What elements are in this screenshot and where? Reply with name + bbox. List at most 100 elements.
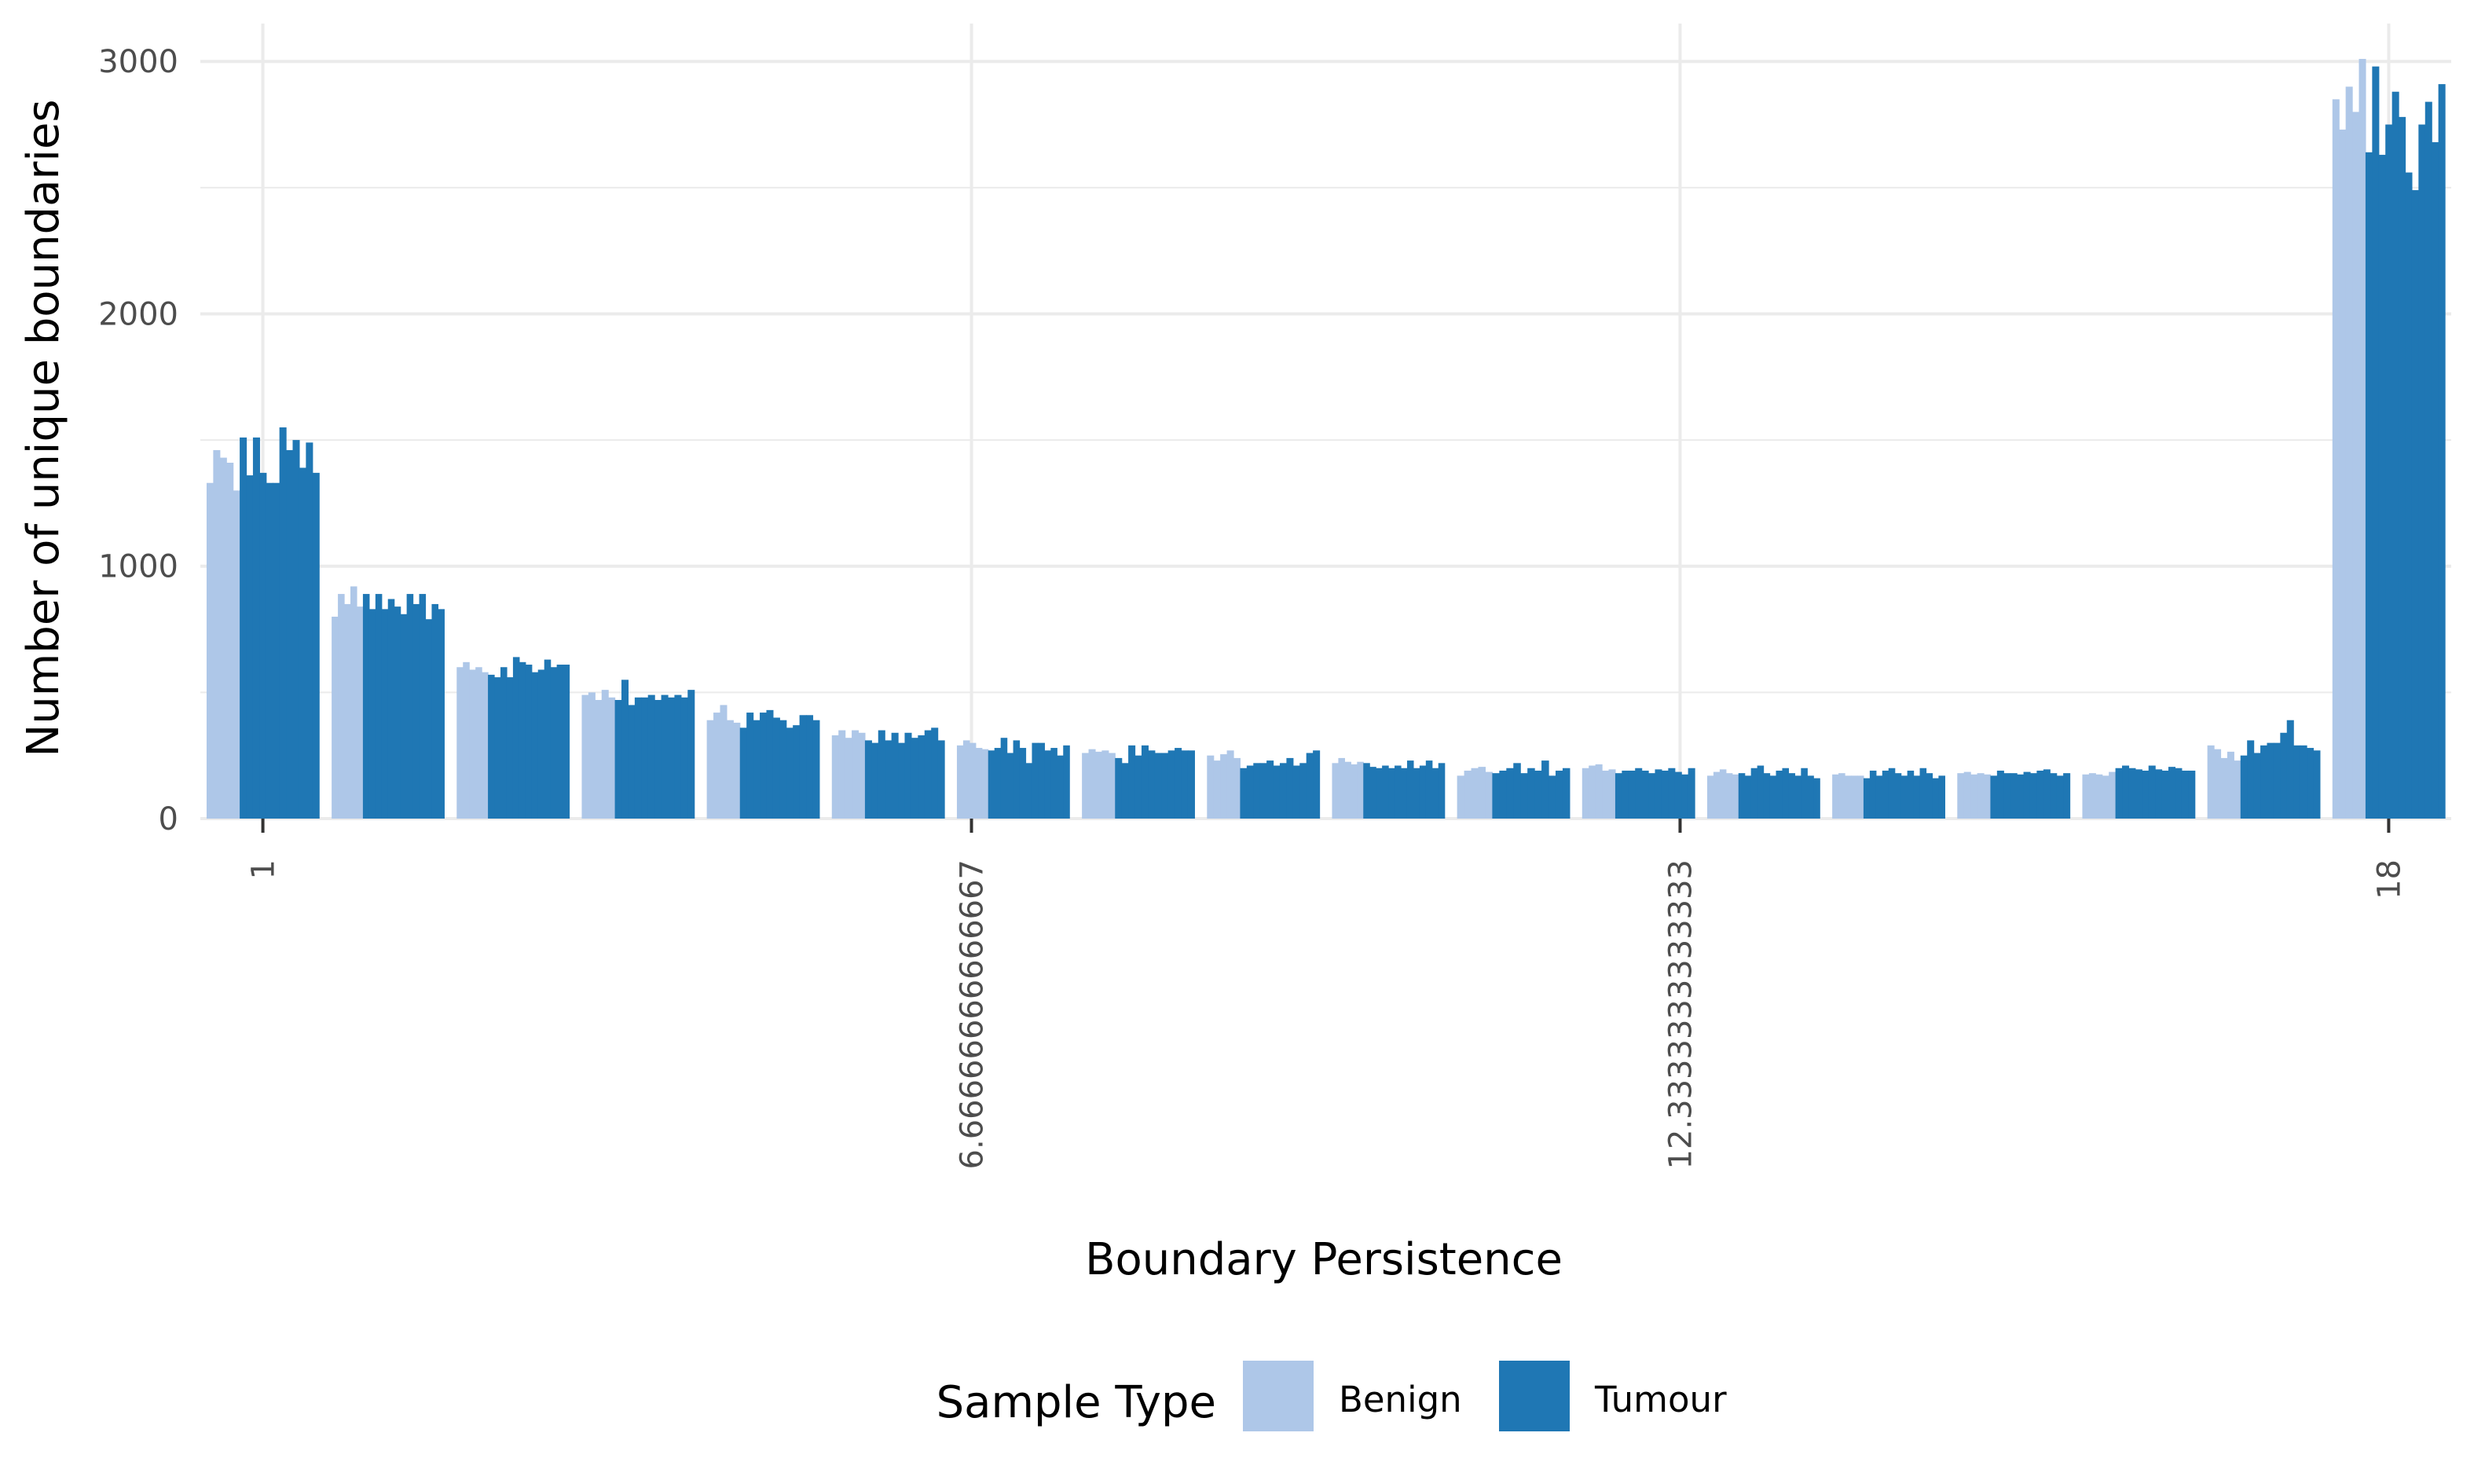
bar-benign	[1713, 771, 1721, 819]
bar-tumour	[2056, 775, 2064, 819]
bar-tumour	[394, 606, 401, 819]
legend-label-tumour: Tumour	[1594, 1379, 1727, 1420]
bar-benign	[2220, 757, 2228, 819]
bar-tumour	[1292, 765, 1300, 819]
bar-tumour	[1154, 753, 1162, 819]
x-tick-label: 18	[2371, 859, 2407, 900]
bar-tumour	[1506, 768, 1514, 819]
bar-tumour	[1534, 770, 1542, 819]
bar-benign	[588, 692, 596, 819]
bar-tumour	[1990, 775, 1998, 819]
bar-tumour	[654, 700, 662, 819]
bar-benign	[1732, 774, 1739, 819]
bar-benign	[2095, 774, 2103, 819]
bar-tumour	[259, 472, 267, 819]
x-tick-label: 6.66666666666667	[955, 859, 991, 1169]
bar-tumour	[1801, 768, 1808, 819]
bar-tumour	[1788, 773, 1795, 819]
bar-benign	[1213, 760, 1221, 819]
bar-tumour	[647, 694, 655, 819]
bar-tumour	[1688, 768, 1695, 819]
bar-tumour	[1240, 768, 1248, 819]
bar-tumour	[400, 614, 408, 819]
bar-tumour	[931, 727, 939, 819]
bar-tumour	[634, 697, 642, 819]
bar-tumour	[273, 482, 280, 819]
bar-tumour	[864, 740, 872, 819]
bar-benign	[1357, 761, 1364, 819]
bar-tumour	[898, 742, 906, 819]
bar-tumour	[2438, 84, 2446, 819]
bar-tumour	[2010, 773, 2018, 819]
bar-tumour	[1000, 738, 1008, 819]
bar-tumour	[911, 738, 918, 819]
bar-tumour	[2128, 768, 2136, 819]
bar-tumour	[1032, 742, 1039, 819]
bar-benign	[2088, 773, 2096, 819]
bar-tumour	[412, 603, 420, 819]
bar-tumour	[425, 619, 433, 819]
bar-tumour	[544, 659, 552, 819]
bar-tumour	[760, 713, 768, 819]
bar-benign	[726, 720, 734, 819]
bar-benign	[845, 738, 852, 819]
bar-tumour	[1655, 769, 1662, 819]
x-tick-label: 1	[246, 859, 282, 879]
bar-tumour	[2043, 769, 2051, 819]
bar-tumour	[368, 609, 376, 819]
bar-tumour	[1413, 768, 1420, 819]
bar-tumour	[2122, 765, 2130, 819]
bar-benign	[1589, 765, 1596, 819]
bar-tumour	[1527, 768, 1535, 819]
bar-benign	[1963, 771, 1971, 819]
bar-tumour	[1641, 770, 1649, 819]
bar-tumour	[1635, 768, 1643, 819]
bar-tumour	[556, 665, 564, 819]
bar-tumour	[1006, 753, 1014, 819]
bar-benign	[1082, 753, 1090, 819]
bar-tumour	[621, 680, 629, 819]
bar-tumour	[2365, 152, 2373, 819]
bar-tumour	[1395, 765, 1402, 819]
bar-tumour	[1499, 770, 1507, 819]
bar-tumour	[1926, 773, 1933, 819]
bar-benign	[1582, 768, 1589, 819]
y-tick-label: 1000	[98, 549, 178, 585]
bar-tumour	[812, 720, 820, 819]
bar-tumour	[419, 594, 427, 819]
bar-tumour	[519, 661, 526, 819]
bar-tumour	[1513, 763, 1521, 819]
bar-benign	[233, 490, 240, 819]
bar-tumour	[1167, 750, 1175, 819]
bar-tumour	[1057, 755, 1064, 819]
bar-benign	[601, 690, 609, 819]
bar-benign	[1719, 769, 1727, 819]
bar-benign	[831, 735, 839, 819]
bar-benign	[1471, 768, 1479, 819]
bar-tumour	[1882, 770, 1889, 819]
bar-benign	[608, 697, 616, 819]
bar-tumour	[1115, 757, 1123, 819]
bar-tumour	[1181, 750, 1189, 819]
bar-tumour	[563, 665, 570, 819]
bar-benign	[463, 661, 470, 819]
bar-benign	[338, 594, 345, 819]
bar-tumour	[1019, 748, 1027, 819]
bar-tumour	[494, 677, 501, 819]
bar-tumour	[1757, 765, 1765, 819]
bar-tumour	[252, 437, 260, 819]
bar-benign	[1207, 755, 1215, 819]
bar-benign	[981, 749, 989, 819]
bar-tumour	[1615, 773, 1622, 819]
bar-tumour	[641, 697, 649, 819]
bar-tumour	[1063, 745, 1070, 819]
bar-benign	[956, 745, 964, 819]
bar-benign	[1108, 753, 1116, 819]
bar-tumour	[766, 709, 774, 819]
bar-tumour	[1668, 768, 1676, 819]
bar-tumour	[1562, 768, 1571, 819]
bar-tumour	[1431, 768, 1439, 819]
bar-tumour	[614, 700, 622, 819]
bar-tumour	[1661, 770, 1669, 819]
